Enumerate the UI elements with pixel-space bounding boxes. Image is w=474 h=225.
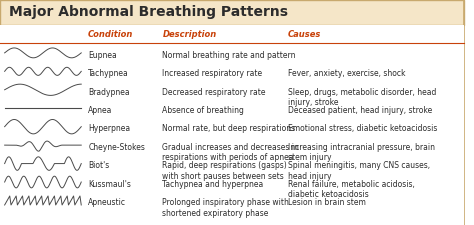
Text: Increased respiratory rate: Increased respiratory rate [163, 69, 263, 78]
Text: Major Abnormal Breathing Patterns: Major Abnormal Breathing Patterns [9, 5, 288, 19]
Text: Normal rate, but deep respirations: Normal rate, but deep respirations [163, 124, 296, 133]
Text: Tachypnea: Tachypnea [88, 69, 129, 78]
Text: Lesion in brain stem: Lesion in brain stem [288, 198, 365, 207]
Text: Absence of breathing: Absence of breathing [163, 106, 245, 115]
Text: Eupnea: Eupnea [88, 51, 117, 60]
Text: Decreased respiratory rate: Decreased respiratory rate [163, 88, 266, 97]
Text: Emotional stress, diabetic ketoacidosis: Emotional stress, diabetic ketoacidosis [288, 124, 437, 133]
Text: Deceased patient, head injury, stroke: Deceased patient, head injury, stroke [288, 106, 432, 115]
Text: Apneustic: Apneustic [88, 198, 126, 207]
Text: Cheyne-Stokes: Cheyne-Stokes [88, 143, 145, 152]
Text: Hyperpnea: Hyperpnea [88, 124, 130, 133]
Text: Gradual increases and decreases in
respirations with periods of apnea: Gradual increases and decreases in respi… [163, 143, 300, 162]
Text: Apnea: Apnea [88, 106, 113, 115]
Text: Fever, anxiety, exercise, shock: Fever, anxiety, exercise, shock [288, 69, 405, 78]
Text: Rapid, deep respirations (gasps)
with short pauses between sets: Rapid, deep respirations (gasps) with sh… [163, 161, 287, 181]
Text: Normal breathing rate and pattern: Normal breathing rate and pattern [163, 51, 296, 60]
Text: Sleep, drugs, metabolic disorder, head
injury, stroke: Sleep, drugs, metabolic disorder, head i… [288, 88, 436, 107]
Text: Increasing intracranial pressure, brain
stem injury: Increasing intracranial pressure, brain … [288, 143, 435, 162]
Text: Kussmaul's: Kussmaul's [88, 180, 131, 189]
Text: Condition: Condition [88, 30, 134, 39]
FancyBboxPatch shape [0, 0, 464, 25]
Text: Prolonged inspiratory phase with
shortened expiratory phase: Prolonged inspiratory phase with shorten… [163, 198, 289, 218]
Text: Bradypnea: Bradypnea [88, 88, 130, 97]
FancyBboxPatch shape [0, 25, 464, 225]
Text: Description: Description [163, 30, 217, 39]
Text: Biot's: Biot's [88, 161, 109, 170]
Text: Tachypnea and hyperpnea: Tachypnea and hyperpnea [163, 180, 264, 189]
Text: Spinal meningitis, many CNS causes,
head injury: Spinal meningitis, many CNS causes, head… [288, 161, 430, 181]
Text: Renal failure, metabolic acidosis,
diabetic ketoacidosis: Renal failure, metabolic acidosis, diabe… [288, 180, 415, 199]
Text: Causes: Causes [288, 30, 321, 39]
